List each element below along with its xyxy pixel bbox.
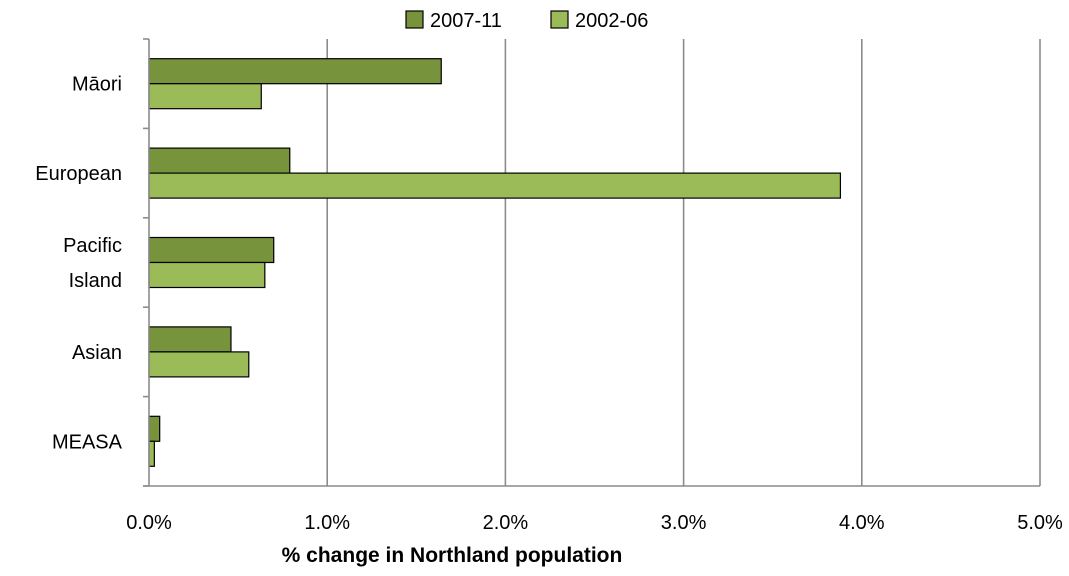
x-tick-label-1: 1.0%: [304, 512, 350, 534]
legend-label-2007-11: 2007-11: [430, 10, 502, 32]
legend: 2007-11 2002-06: [405, 10, 648, 32]
bar-2007-11-3: [148, 326, 232, 353]
category-label-3: Asian: [72, 342, 122, 364]
bar-2002-06-0: [148, 83, 262, 110]
bar-2002-06-3: [148, 351, 250, 378]
bar-2007-11-4: [148, 415, 161, 442]
category-label-2-line1: Island: [69, 270, 122, 292]
axes: [143, 38, 1040, 487]
bar-2002-06-2: [148, 261, 266, 289]
gridlines: [326, 39, 1041, 486]
x-tick-label-3: 3.0%: [661, 512, 707, 534]
bar-2007-11-1: [148, 147, 291, 174]
category-label-1: European: [35, 163, 122, 185]
category-label-4: MEASA: [52, 431, 123, 453]
x-tick-label-2: 2.0%: [483, 512, 529, 534]
x-tick-label-5: 5.0%: [1017, 512, 1063, 534]
legend-label-2002-06: 2002-06: [575, 10, 648, 32]
legend-swatch-2007-11: [405, 10, 424, 29]
x-axis-title: % change in Northland population: [282, 544, 623, 567]
category-labels: Māori European Pacific Island Asian MEASA: [35, 74, 122, 454]
x-tick-label-4: 4.0%: [839, 512, 885, 534]
bars: [148, 58, 842, 467]
bar-2007-11-0: [148, 58, 442, 85]
bar-2002-06-1: [148, 172, 842, 199]
bar-2007-11-2: [148, 236, 275, 264]
bar-2002-06-4: [148, 440, 155, 467]
x-tick-label-0: 0.0%: [126, 512, 172, 534]
category-label-0: Māori: [72, 74, 122, 96]
legend-swatch-2002-06: [550, 10, 569, 29]
x-tick-labels: 0.0% 1.0% 2.0% 3.0% 4.0% 5.0%: [126, 512, 1063, 534]
category-label-2-line0: Pacific: [63, 235, 122, 257]
